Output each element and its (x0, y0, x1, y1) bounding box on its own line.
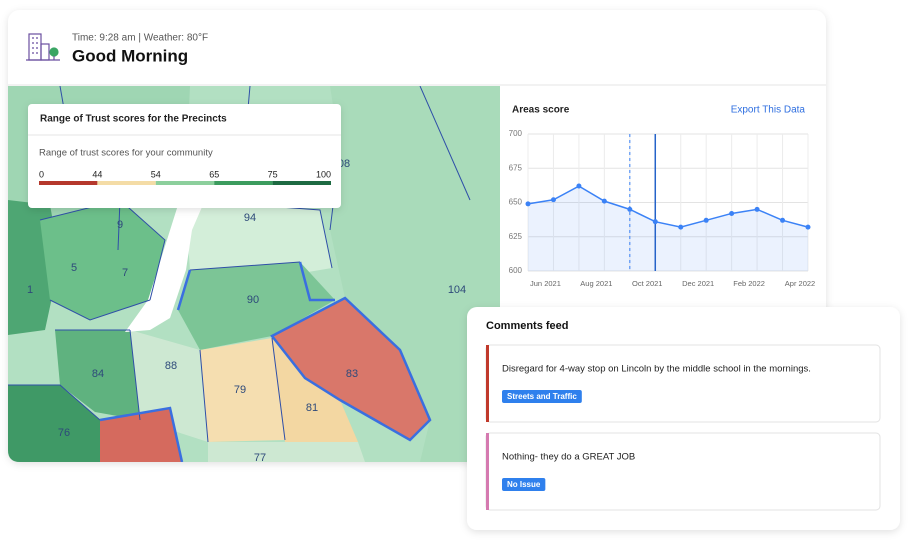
comment-tag (502, 390, 582, 403)
comment-card (485, 432, 881, 511)
point (703, 217, 709, 223)
point (780, 217, 786, 223)
comment-text: Disregard for 4-way stop on Lincoln by t… (502, 364, 811, 375)
x-tick-label: Feb 2022 (733, 279, 765, 288)
x-tick-label: Jun 2021 (530, 279, 561, 288)
legend-segment (39, 181, 98, 185)
comment-tag-label: No Issue (507, 480, 541, 489)
y-tick-label: 675 (509, 163, 523, 172)
legend-segment (97, 181, 156, 185)
export-link[interactable]: Export This Data (731, 105, 806, 116)
building-icon (26, 33, 60, 61)
legend-tick-label: 65 (209, 169, 219, 179)
x-tick-label: Oct 2021 (632, 279, 662, 288)
chart-panel (500, 86, 826, 300)
x-tick-label: Apr 2022 (785, 279, 815, 288)
legend-title: Range of Trust scores for the Precincts (40, 114, 227, 125)
chart-title: Areas score (512, 105, 570, 116)
precinct-label: 84 (92, 368, 104, 380)
point (550, 197, 556, 203)
point (576, 183, 582, 189)
legend-subtitle: Range of trust scores for your community (39, 148, 213, 159)
line (527, 185, 809, 228)
legend-tick-label: 0 (39, 169, 44, 179)
point (525, 201, 531, 207)
precinct-label: 5 (71, 262, 77, 274)
comment-accent (486, 433, 489, 510)
comment-card (485, 344, 881, 423)
precinct-label: 104 (448, 284, 466, 296)
legend-tick-label: 44 (92, 169, 102, 179)
y-tick-label: 625 (509, 232, 523, 241)
precinct-label: 77 (254, 452, 266, 464)
area (528, 186, 808, 271)
x-tick-label: Aug 2021 (580, 279, 612, 288)
comment-tag (502, 478, 546, 491)
comment-tag-label: Streets and Traffic (507, 392, 577, 401)
y-tick-label: 700 (509, 129, 523, 138)
precinct-label: 81 (306, 402, 318, 414)
point (754, 206, 760, 212)
point (729, 210, 735, 216)
legend-segment (272, 181, 331, 185)
time-weather: Time: 9:28 am | Weather: 80°F (72, 33, 208, 44)
precinct-label: 88 (165, 360, 177, 372)
comment-text: Nothing- they do a GREAT JOB (502, 452, 635, 463)
point (805, 224, 811, 230)
precinct-label: 7 (122, 267, 128, 279)
comments-title: Comments feed (486, 320, 569, 332)
legend-tick-label: 54 (151, 169, 161, 179)
point (627, 206, 633, 212)
x-tick-label: Dec 2021 (682, 279, 714, 288)
precinct-label: 83 (346, 368, 358, 380)
precinct-label: 1 (27, 284, 33, 296)
precinct-label: 9 (117, 219, 123, 231)
y-tick-label: 600 (509, 266, 523, 275)
comment-accent (486, 345, 489, 422)
y-tick-label: 650 (509, 198, 523, 207)
point (601, 198, 607, 204)
legend-tick-label: 75 (268, 169, 278, 179)
point (652, 219, 658, 225)
precinct-label: 90 (247, 294, 259, 306)
legend-segment (155, 181, 215, 185)
precinct-label: 94 (244, 212, 256, 224)
legend-tick-label: 100 (316, 169, 331, 179)
precinct-label: 79 (234, 384, 246, 396)
precinct-label: 76 (58, 427, 70, 439)
legend-segment (214, 181, 273, 185)
greeting: Good Morning (72, 46, 188, 65)
point (678, 224, 684, 230)
